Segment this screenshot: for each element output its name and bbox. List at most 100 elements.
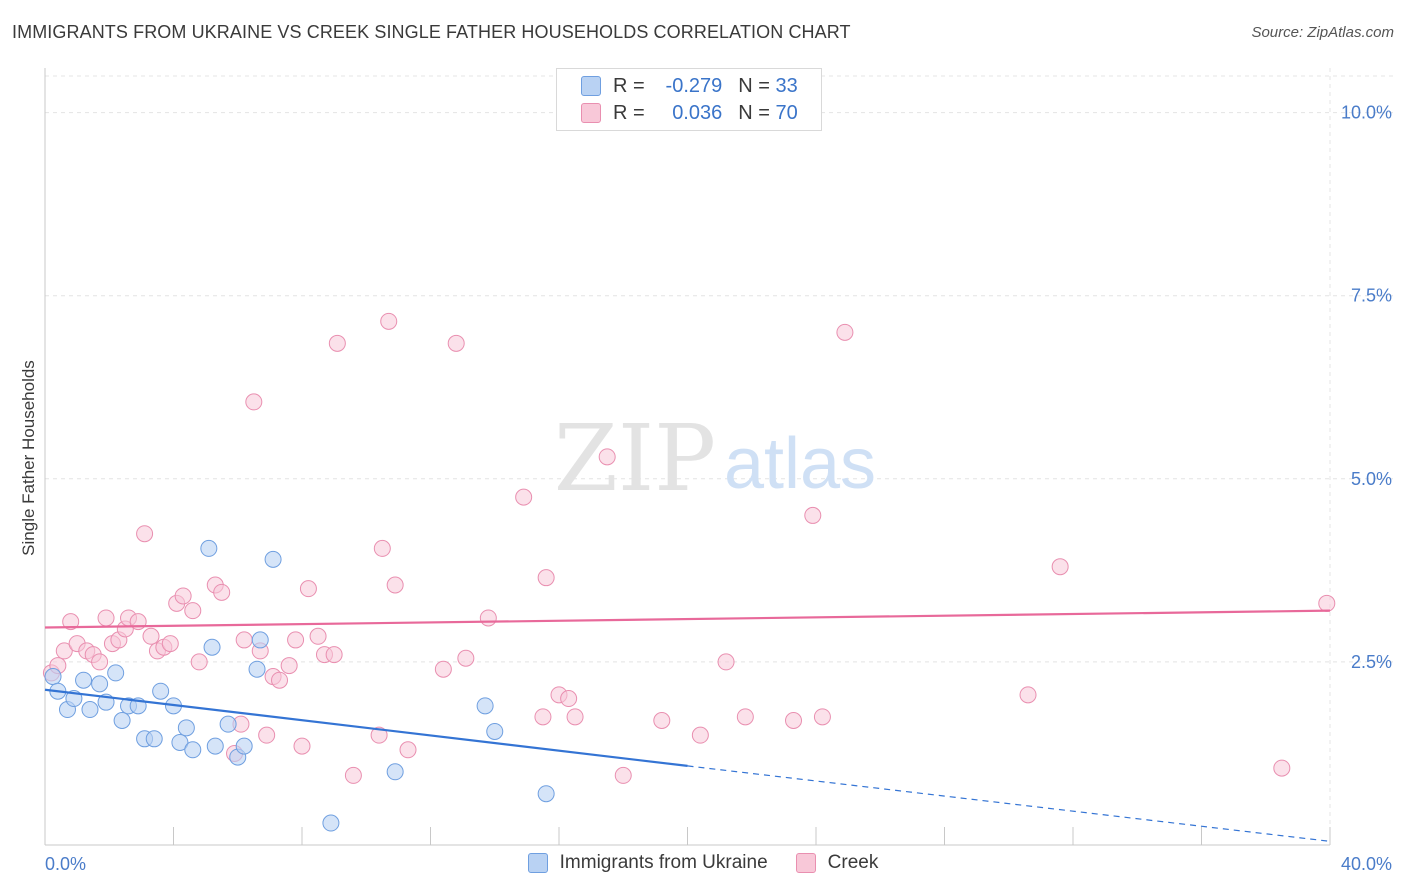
creek-point (271, 671, 289, 689)
ukraine-trend-extension (687, 765, 1331, 842)
legend-item-ukraine: Immigrants from Ukraine (527, 852, 768, 874)
ukraine-trend-line (44, 688, 688, 767)
pink-swatch (795, 853, 816, 873)
ukraine-point (145, 730, 163, 748)
watermark-zip: ZIP (554, 405, 716, 512)
creek-trend-line (44, 609, 1331, 629)
creek-point (174, 587, 192, 605)
legend-r-label: R = (613, 101, 645, 124)
creek-point (328, 334, 346, 352)
creek-point (258, 726, 276, 744)
creek-point (213, 583, 231, 601)
legend-n-label: N = (738, 74, 770, 97)
ukraine-point (235, 737, 253, 755)
x-tick-label: 40.0% (1341, 854, 1392, 874)
ukraine-point (75, 671, 93, 689)
axes (44, 68, 1331, 846)
legend-r-value: 0.036 (672, 101, 723, 124)
creek-point (515, 488, 533, 506)
ukraine-point (113, 711, 131, 729)
creek-point (299, 580, 317, 598)
legend-row-ukraine: R = -0.279 N = 33 (581, 73, 798, 99)
creek-point (479, 609, 497, 627)
creek-point (190, 653, 208, 671)
legend-label-ukraine: Immigrants from Ukraine (559, 852, 768, 873)
ukraine-point (486, 722, 504, 740)
chart-title: IMMIGRANTS FROM UKRAINE VS CREEK SINGLE … (12, 22, 851, 42)
pink-swatch (581, 103, 601, 123)
creek-point (785, 711, 803, 729)
series-legend: Immigrants from Ukraine Creek (0, 852, 1406, 874)
creek-point (373, 539, 391, 557)
creek-point (370, 726, 388, 744)
watermark: ZIP atlas (554, 405, 876, 512)
creek-point (653, 711, 671, 729)
y-axis-label: Single Father Households (19, 360, 38, 556)
creek-point (614, 766, 632, 784)
watermark-atlas: atlas (724, 424, 876, 504)
ukraine-point (152, 682, 170, 700)
ukraine-point (251, 631, 269, 649)
ukraine-point (203, 638, 221, 656)
ukraine-point (200, 539, 218, 557)
creek-point (136, 525, 154, 543)
source-label: Source: ZipAtlas.com (1251, 24, 1394, 41)
tick-labels: 2.5% 5.0% 7.5% 10.0% 0.0% 40.0% (45, 103, 1392, 874)
creek-point (457, 649, 475, 667)
creek-point (142, 627, 160, 645)
creek-point (344, 766, 362, 784)
ukraine-point (248, 660, 266, 678)
creek-point (55, 642, 73, 660)
y-tick-label: 10.0% (1341, 103, 1392, 123)
creek-point (97, 609, 115, 627)
creek-point (1051, 558, 1069, 576)
y-tick-label: 2.5% (1351, 652, 1392, 672)
ukraine-point (91, 675, 109, 693)
ukraine-point (107, 664, 125, 682)
creek-point (386, 576, 404, 594)
legend-row-creek: R = 0.036 N = 70 (581, 100, 798, 126)
creek-point (325, 646, 343, 664)
creek-point (1019, 686, 1037, 704)
creek-point (91, 653, 109, 671)
ukraine-point (264, 550, 282, 568)
legend-item-creek: Creek (795, 852, 878, 874)
creek-point (245, 393, 263, 411)
creek-point (280, 657, 298, 675)
creek-point (534, 708, 552, 726)
creek-point (736, 708, 754, 726)
creek-point (309, 627, 327, 645)
ukraine-point (177, 719, 195, 737)
ukraine-point (184, 741, 202, 759)
ukraine-point (537, 785, 555, 803)
legend-r-value: -0.279 (665, 74, 723, 97)
ukraine-point (206, 737, 224, 755)
creek-point (566, 708, 584, 726)
x-tick-label: 0.0% (45, 854, 86, 874)
ukraine-point (386, 763, 404, 781)
ukraine-point (171, 733, 189, 751)
creek-point (598, 448, 616, 466)
trend-lines (44, 609, 1331, 842)
creek-point (184, 602, 202, 620)
creek-point (717, 653, 735, 671)
legend-n-value: 33 (775, 74, 798, 97)
creek-point (447, 334, 465, 352)
ukraine-point (81, 701, 99, 719)
creek-point (1273, 759, 1291, 777)
y-tick-label: 5.0% (1351, 469, 1392, 489)
legend-n-label: N = (738, 101, 770, 124)
creek-point (691, 726, 709, 744)
creek-point (560, 690, 578, 708)
creek-point (836, 323, 854, 341)
creek-point (287, 631, 305, 649)
creek-point (804, 506, 822, 524)
creek-point (434, 660, 452, 678)
creek-point (235, 631, 253, 649)
legend-r-label: R = (613, 74, 645, 97)
ukraine-points (44, 539, 555, 832)
creek-point (62, 613, 80, 631)
ukraine-point (322, 814, 340, 832)
blue-swatch (581, 76, 601, 96)
